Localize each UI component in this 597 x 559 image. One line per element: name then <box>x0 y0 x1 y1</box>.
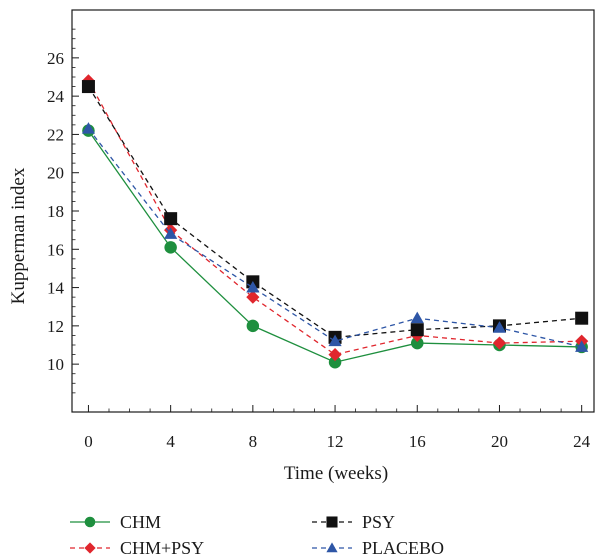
data-point <box>328 334 342 347</box>
data-point <box>164 241 177 254</box>
y-tick-label: 14 <box>47 279 65 298</box>
legend-label: PLACEBO <box>362 538 444 558</box>
data-point <box>328 355 342 369</box>
data-point <box>164 227 178 239</box>
data-point <box>84 542 96 554</box>
y-tick-label: 18 <box>47 202 64 221</box>
data-point <box>326 542 338 553</box>
legend-label: PSY <box>362 512 395 532</box>
data-point <box>246 319 260 333</box>
data-point <box>326 516 338 528</box>
y-axis-label: Kupperman index <box>8 167 29 304</box>
legend-item: CHM <box>70 512 161 532</box>
y-tick-label: 26 <box>47 49 64 68</box>
data-point <box>164 212 178 226</box>
x-tick-label: 0 <box>84 432 93 451</box>
x-tick-label: 24 <box>573 432 591 451</box>
series-placebo <box>81 122 589 352</box>
legend-label: CHM <box>120 512 161 532</box>
axes: 10 12 14 16 18 20 22 24 26 0 4 8 12 16 20 24 <box>47 9 595 451</box>
series-line <box>87 128 582 348</box>
series-line <box>87 130 582 363</box>
data-point <box>410 311 424 324</box>
series-line <box>87 80 582 356</box>
legend-label: CHM+PSY <box>120 538 204 558</box>
y-tick-label: 22 <box>47 125 64 144</box>
y-tick-label: 10 <box>47 355 64 374</box>
y-tick-label: 24 <box>47 87 65 106</box>
data-point <box>492 321 507 333</box>
x-tick-label: 12 <box>327 432 344 451</box>
data-point <box>575 311 589 325</box>
legend: CHM CHM+PSY PSY PLACEBO <box>70 512 444 558</box>
series-line <box>87 86 582 339</box>
series-psy <box>81 80 589 344</box>
x-tick-label: 16 <box>409 432 426 451</box>
x-tick-label: 20 <box>491 432 508 451</box>
legend-item: PLACEBO <box>312 538 444 558</box>
data-point <box>492 336 507 350</box>
data-point <box>328 347 342 362</box>
data-point <box>410 323 424 337</box>
legend-item: PSY <box>312 512 395 532</box>
data-point <box>411 336 424 350</box>
x-tick-label: 8 <box>249 432 258 451</box>
data-point <box>84 516 96 528</box>
data-point <box>246 290 260 304</box>
x-tick-label: 4 <box>166 432 175 451</box>
x-axis-label: Time (weeks) <box>284 463 388 484</box>
data-point <box>81 80 95 94</box>
y-tick-label: 12 <box>47 317 64 336</box>
data-point <box>81 122 96 134</box>
series-layer <box>81 74 589 369</box>
data-point <box>575 340 589 352</box>
legend-item: CHM+PSY <box>70 538 204 558</box>
data-point <box>246 280 260 293</box>
y-tick-label: 16 <box>47 240 64 259</box>
y-tick-label: 20 <box>47 164 64 183</box>
